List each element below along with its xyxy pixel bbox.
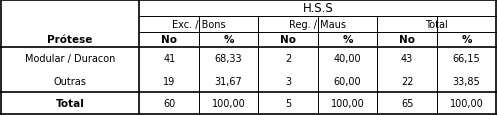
Text: 65: 65	[401, 98, 414, 108]
Text: 60: 60	[163, 98, 175, 108]
Text: 19: 19	[163, 76, 175, 86]
Text: 5: 5	[285, 98, 291, 108]
Text: 33,85: 33,85	[453, 76, 481, 86]
Bar	[0, 17, 497, 32]
Text: 100,00: 100,00	[450, 98, 484, 108]
Text: %: %	[342, 35, 353, 45]
Text: 2: 2	[285, 54, 291, 64]
Bar	[0, 70, 497, 92]
Text: Total: Total	[56, 98, 84, 108]
Text: 31,67: 31,67	[215, 76, 243, 86]
Text: H.S.S: H.S.S	[303, 2, 333, 15]
Text: No: No	[161, 35, 177, 45]
Text: 3: 3	[285, 76, 291, 86]
Text: 22: 22	[401, 76, 414, 86]
Text: 40,00: 40,00	[334, 54, 361, 64]
Text: 66,15: 66,15	[453, 54, 481, 64]
Bar	[0, 1, 140, 17]
Text: Total: Total	[425, 19, 448, 29]
Bar	[0, 92, 497, 114]
Text: Exc. / Bons: Exc. / Bons	[172, 19, 226, 29]
Bar	[0, 1, 497, 17]
Bar	[0, 17, 140, 32]
Text: 41: 41	[163, 54, 175, 64]
Text: 100,00: 100,00	[331, 98, 364, 108]
Bar	[0, 32, 497, 48]
Text: Modular / Duracon: Modular / Duracon	[25, 54, 115, 64]
Text: 100,00: 100,00	[212, 98, 246, 108]
Text: Reg. / Maus: Reg. / Maus	[289, 19, 346, 29]
Bar	[0, 48, 497, 70]
Text: %: %	[224, 35, 234, 45]
Text: 60,00: 60,00	[334, 76, 361, 86]
Bar	[0, 32, 140, 48]
Bar	[140, 1, 497, 17]
Text: 68,33: 68,33	[215, 54, 243, 64]
Text: No: No	[280, 35, 296, 45]
Text: %: %	[461, 35, 472, 45]
Text: 43: 43	[401, 54, 413, 64]
Text: No: No	[399, 35, 415, 45]
Text: Prótese: Prótese	[47, 35, 93, 45]
Text: Outras: Outras	[54, 76, 86, 86]
